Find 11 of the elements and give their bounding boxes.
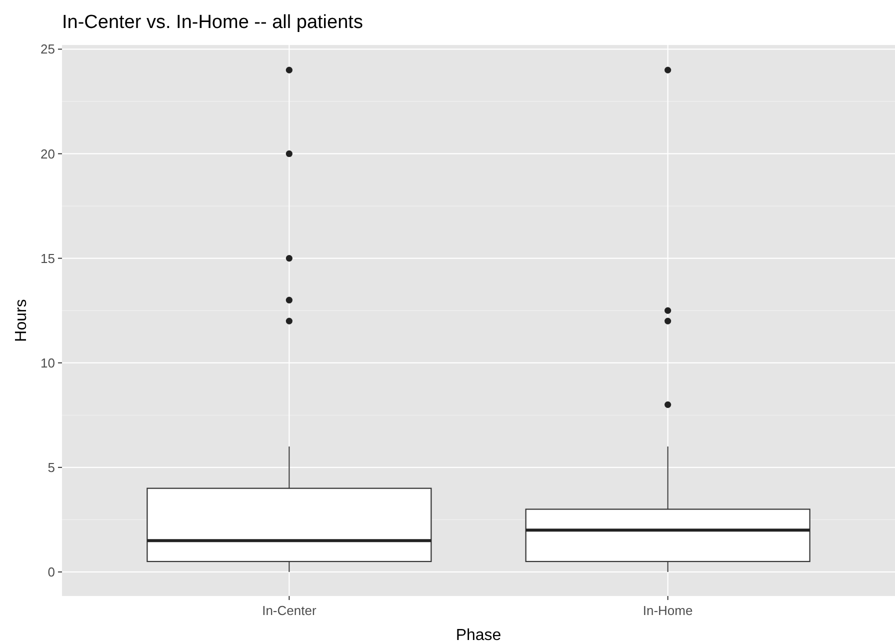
y-tick-label: 15: [40, 250, 55, 266]
y-tick-label: 20: [40, 146, 55, 162]
y-tick-label: 10: [40, 355, 55, 370]
x-tick-label: In-Home: [642, 603, 693, 618]
x-tick-label: In-Center: [262, 603, 317, 618]
x-axis-title: Phase: [456, 627, 502, 644]
y-axis-title: Hours: [13, 299, 30, 342]
y-tick-label: 5: [48, 460, 55, 475]
chart-title: In-Center vs. In-Home -- all patients: [62, 12, 363, 33]
y-tick-label: 0: [48, 564, 55, 580]
y-tick-label: 25: [40, 42, 55, 57]
